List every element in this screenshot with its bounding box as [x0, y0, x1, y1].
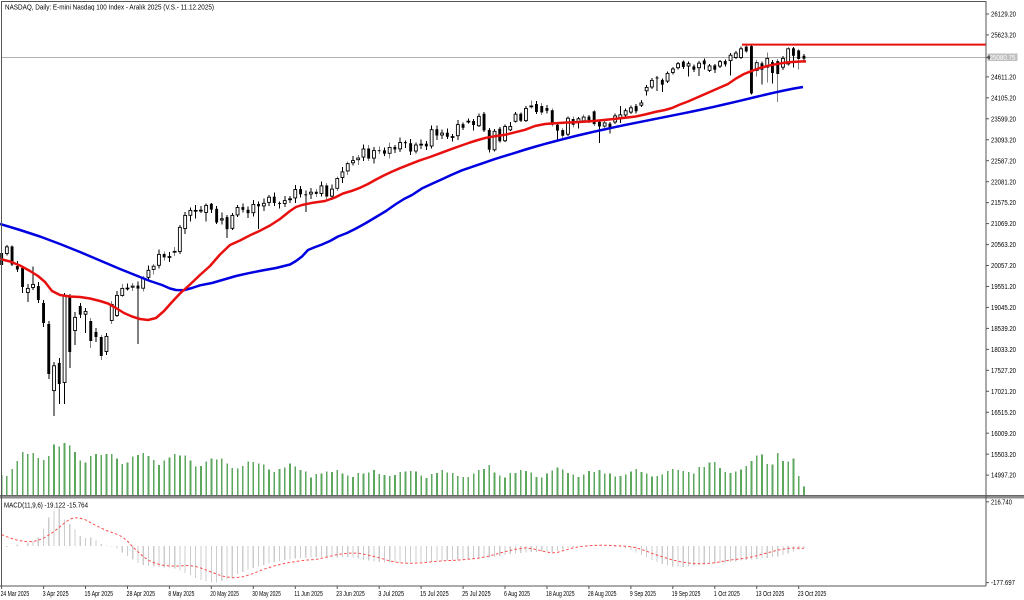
svg-text:15 Jul 2025: 15 Jul 2025: [420, 591, 449, 598]
svg-text:18 Aug 2025: 18 Aug 2025: [546, 591, 575, 598]
svg-text:15 Apr 2025: 15 Apr 2025: [85, 591, 114, 598]
svg-text:17021.20: 17021.20: [991, 389, 1016, 396]
svg-text:13 Oct 2025: 13 Oct 2025: [756, 591, 785, 598]
svg-text:24 Mar 2025: 24 Mar 2025: [1, 591, 30, 598]
svg-text:16515.20: 16515.20: [991, 410, 1016, 417]
svg-text:28 Aug 2025: 28 Aug 2025: [588, 591, 617, 598]
svg-text:6 Aug 2025: 6 Aug 2025: [504, 591, 530, 598]
svg-text:24611.20: 24611.20: [991, 74, 1016, 81]
svg-text:14997.20: 14997.20: [991, 473, 1016, 480]
svg-text:8 May 2025: 8 May 2025: [168, 591, 194, 598]
svg-text:23093.20: 23093.20: [991, 137, 1016, 144]
svg-text:18033.20: 18033.20: [991, 347, 1016, 354]
svg-text:28 Apr 2025: 28 Apr 2025: [127, 591, 156, 598]
svg-text:NASDAQ, Daily: E-mini Nasdaq: NASDAQ, Daily: E-mini Nasdaq 100 Index -…: [5, 3, 214, 12]
svg-text:20057.20: 20057.20: [991, 263, 1016, 270]
svg-text:19 Sep 2025: 19 Sep 2025: [672, 591, 701, 598]
svg-text:23 Jun 2025: 23 Jun 2025: [336, 591, 365, 598]
svg-text:216.740: 216.740: [991, 499, 1012, 506]
svg-text:20563.20: 20563.20: [991, 242, 1016, 249]
svg-text:15503.20: 15503.20: [991, 452, 1016, 459]
svg-text:20 May 2025: 20 May 2025: [210, 591, 239, 598]
svg-text:3 Apr 2025: 3 Apr 2025: [43, 591, 69, 598]
svg-text:30 May 2025: 30 May 2025: [252, 591, 281, 598]
svg-text:21575.20: 21575.20: [991, 200, 1016, 207]
svg-text:25 Jul 2025: 25 Jul 2025: [462, 591, 491, 598]
svg-text:MACD(11,9,6) -19.122 -15.764: MACD(11,9,6) -19.122 -15.764: [4, 503, 88, 510]
svg-text:22587.20: 22587.20: [991, 158, 1016, 165]
svg-text:17527.20: 17527.20: [991, 368, 1016, 375]
svg-text:25623.20: 25623.20: [991, 33, 1016, 40]
svg-text:11 Jun 2025: 11 Jun 2025: [294, 591, 323, 598]
svg-text:24105.20: 24105.20: [991, 95, 1016, 102]
svg-text:9 Sep 2025: 9 Sep 2025: [630, 591, 656, 598]
svg-text:23599.20: 23599.20: [991, 116, 1016, 123]
svg-text:26129.20: 26129.20: [991, 12, 1016, 19]
svg-text:3 Jul 2025: 3 Jul 2025: [378, 591, 404, 598]
svg-text:19045.20: 19045.20: [991, 305, 1016, 312]
svg-text:16009.20: 16009.20: [991, 431, 1016, 438]
svg-text:22081.20: 22081.20: [991, 179, 1016, 186]
svg-text:21069.20: 21069.20: [991, 221, 1016, 228]
svg-text:25080.75: 25080.75: [990, 55, 1016, 62]
svg-text:23 Oct 2025: 23 Oct 2025: [798, 591, 827, 598]
svg-text:-177.697: -177.697: [991, 580, 1015, 587]
svg-text:1 Oct 2025: 1 Oct 2025: [714, 591, 740, 598]
svg-text:18539.20: 18539.20: [991, 326, 1016, 333]
svg-text:19551.20: 19551.20: [991, 284, 1016, 291]
